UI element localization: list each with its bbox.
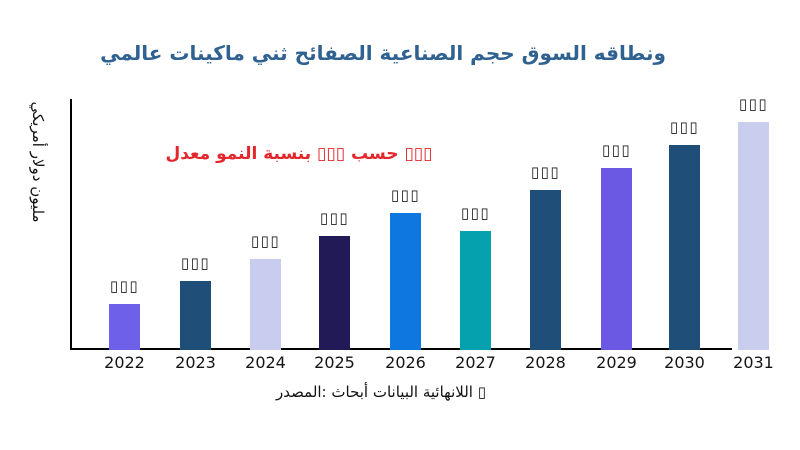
bar-2024: [250, 259, 281, 350]
bar-2027: [460, 231, 491, 350]
bar-value-label-2030: ▯▯▯: [669, 118, 700, 136]
bar-2030: [669, 145, 700, 350]
bar-2028: [530, 190, 561, 350]
bar-2025: [319, 236, 350, 350]
bar-2022: [109, 304, 140, 350]
x-tick-label-2028: 2028: [525, 353, 566, 372]
bar-2026: [390, 213, 421, 350]
x-tick-label-2029: 2029: [596, 353, 637, 372]
bar-value-label-2028: ▯▯▯: [530, 163, 561, 181]
bar-2023: [180, 281, 211, 350]
bar-value-label-2025: ▯▯▯: [319, 209, 350, 227]
bar-2031: [738, 122, 769, 350]
y-axis-line: [70, 99, 72, 350]
x-tick-label-2025: 2025: [314, 353, 355, 372]
bar-value-label-2023: ▯▯▯: [180, 254, 211, 272]
x-tick-label-2024: 2024: [245, 353, 286, 372]
x-tick-label-2022: 2022: [104, 353, 145, 372]
growth-rate-annotation: ▯▯▯ حسب ▯▯▯ بنسبة النمو معدل: [165, 144, 433, 164]
chart-title: ونطاقه السوق حجم الصناعية الصفائح ثني ما…: [100, 41, 666, 65]
bar-value-label-2022: ▯▯▯: [109, 277, 140, 295]
bar-2029: [601, 168, 632, 350]
x-tick-label-2030: 2030: [664, 353, 705, 372]
bar-value-label-2024: ▯▯▯: [250, 232, 281, 250]
y-axis-label: مليون دولار أمريكي: [29, 101, 47, 223]
source-caption: ▯ اللانهائية البيانات أبحاث :المصدر: [276, 383, 486, 401]
x-tick-label-2027: 2027: [455, 353, 496, 372]
x-tick-label-2023: 2023: [175, 353, 216, 372]
bar-value-label-2029: ▯▯▯: [601, 141, 632, 159]
bar-value-label-2026: ▯▯▯: [390, 186, 421, 204]
bar-value-label-2031: ▯▯▯: [738, 95, 769, 113]
x-tick-label-2026: 2026: [385, 353, 426, 372]
x-tick-label-2031: 2031: [733, 353, 774, 372]
bar-value-label-2027: ▯▯▯: [460, 204, 491, 222]
